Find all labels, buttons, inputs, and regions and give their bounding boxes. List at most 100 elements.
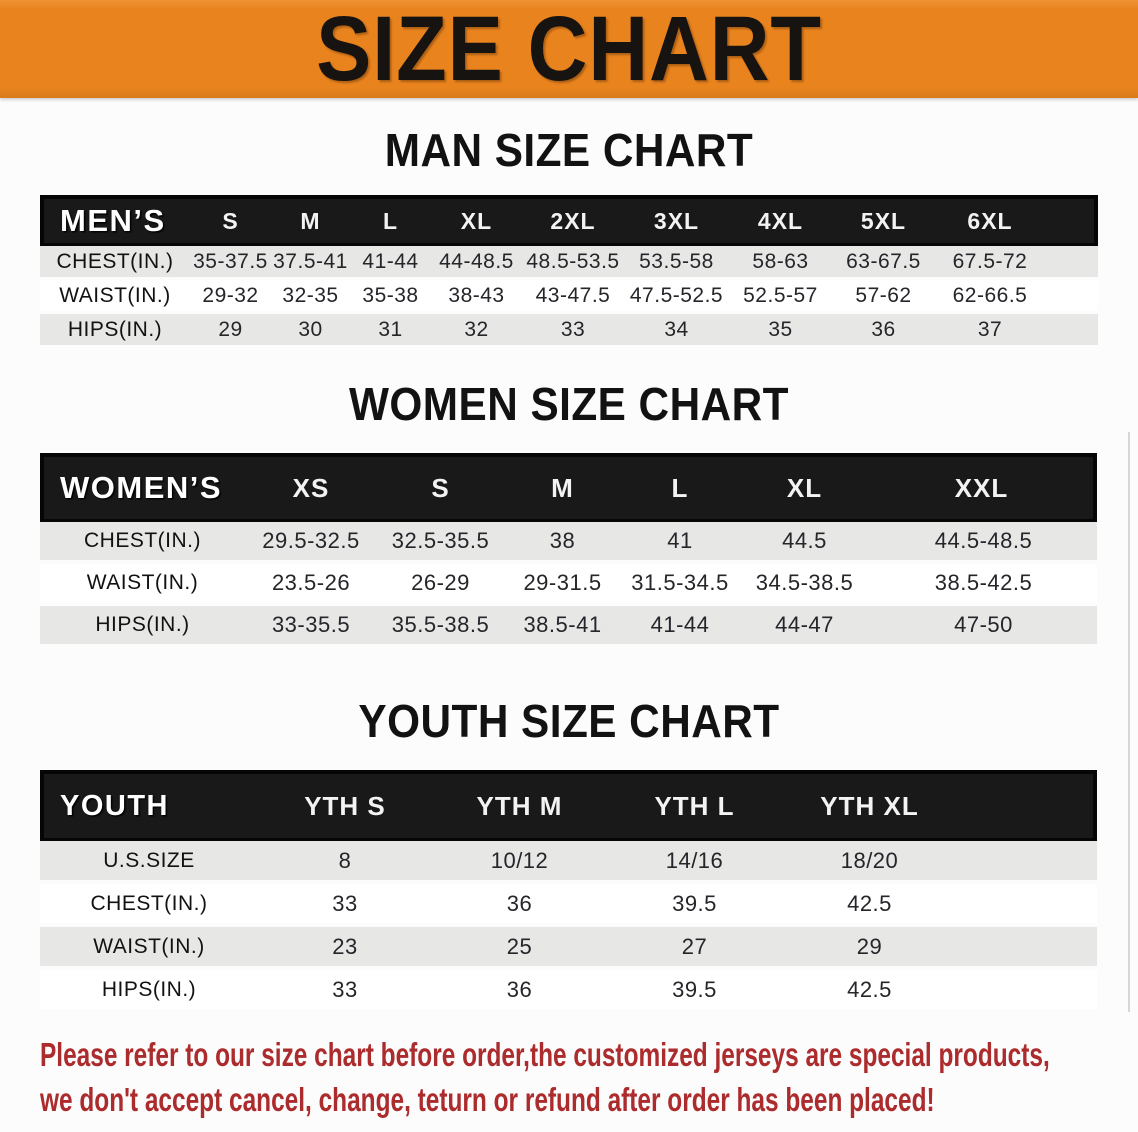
row-label: CHEST(IN.): [40, 884, 258, 927]
size-value: 38-43: [431, 280, 522, 314]
size-value: 18/20: [782, 841, 957, 884]
row-label: CHEST(IN.): [40, 246, 190, 280]
size-value: 32-35: [271, 280, 350, 314]
size-column-header: 5XL: [832, 195, 935, 246]
size-value: 23: [258, 927, 432, 970]
size-column-header: 3XL: [624, 195, 729, 246]
row-label: HIPS(IN.): [40, 970, 258, 1013]
size-value: 41-44: [350, 246, 431, 280]
size-column-header: 4XL: [729, 195, 832, 246]
size-value: 26-29: [377, 564, 504, 606]
row-label: HIPS(IN.): [40, 606, 245, 648]
size-column-header: XXL: [870, 453, 1097, 522]
size-column-header: XS: [245, 453, 377, 522]
size-value: 30: [271, 314, 350, 348]
row-label: U.S.SIZE: [40, 841, 258, 884]
size-value: 38: [504, 522, 621, 564]
women-size-table: WOMEN’S XS S M L XL XXL CHEST(IN.) 29.5-…: [40, 453, 1097, 648]
size-value: 29: [782, 927, 957, 970]
size-value: 35-37.5: [190, 246, 271, 280]
man-section-heading: MAN SIZE CHART: [384, 124, 754, 176]
men-table-header-row: MEN’S S M L XL 2XL 3XL 4XL 5XL 6XL: [40, 195, 1098, 246]
size-value: 39.5: [607, 884, 782, 927]
size-value: 31.5-34.5: [621, 564, 739, 606]
size-column-header: 2XL: [522, 195, 624, 246]
size-value: 29.5-32.5: [245, 522, 377, 564]
spacer-cell: [1045, 195, 1098, 246]
spacer-cell: [957, 927, 1097, 970]
banner-title: SIZE CHART: [316, 0, 822, 100]
spacer-cell: [1045, 314, 1098, 348]
size-value: 35.5-38.5: [377, 606, 504, 648]
size-value: 44.5-48.5: [870, 522, 1097, 564]
size-value: 39.5: [607, 970, 782, 1013]
scan-edge-artifact: [1128, 432, 1130, 1012]
size-column-header: M: [504, 453, 621, 522]
size-column-header: L: [350, 195, 431, 246]
size-value: 10/12: [432, 841, 607, 884]
spacer-cell: [1045, 246, 1098, 280]
women-table-group-label: WOMEN’S: [40, 453, 245, 522]
women-section-heading: WOMEN SIZE CHART: [349, 378, 789, 430]
table-row: HIPS(IN.) 33 36 39.5 42.5: [40, 970, 1097, 1013]
size-column-header: 6XL: [935, 195, 1045, 246]
size-value: 41: [621, 522, 739, 564]
youth-size-table: YOUTH YTH S YTH M YTH L YTH XL U.S.SIZE …: [40, 770, 1097, 1013]
youth-section-heading: YOUTH SIZE CHART: [358, 695, 780, 747]
table-row: U.S.SIZE 8 10/12 14/16 18/20: [40, 841, 1097, 884]
size-value: 31: [350, 314, 431, 348]
size-value: 8: [258, 841, 432, 884]
spacer-cell: [957, 841, 1097, 884]
size-value: 36: [832, 314, 935, 348]
size-value: 33-35.5: [245, 606, 377, 648]
men-table-group-label: MEN’S: [40, 195, 190, 246]
size-value: 42.5: [782, 884, 957, 927]
row-label: WAIST(IN.): [40, 280, 190, 314]
size-value: 43-47.5: [522, 280, 624, 314]
youth-table-header-row: YOUTH YTH S YTH M YTH L YTH XL: [40, 770, 1097, 841]
size-column-header: YTH M: [432, 770, 607, 841]
size-value: 53.5-58: [624, 246, 729, 280]
size-value: 63-67.5: [832, 246, 935, 280]
size-value: 29-31.5: [504, 564, 621, 606]
size-value: 38.5-41: [504, 606, 621, 648]
size-value: 58-63: [729, 246, 832, 280]
size-column-header: XL: [431, 195, 522, 246]
table-row: WAIST(IN.) 29-32 32-35 35-38 38-43 43-47…: [40, 280, 1098, 314]
size-column-header: YTH XL: [782, 770, 957, 841]
row-label: CHEST(IN.): [40, 522, 245, 564]
size-value: 35-38: [350, 280, 431, 314]
table-row: HIPS(IN.) 29 30 31 32 33 34 35 36 37: [40, 314, 1098, 348]
disclaimer-line-1: Please refer to our size chart before or…: [40, 1036, 1050, 1073]
size-column-header: S: [377, 453, 504, 522]
table-row: WAIST(IN.) 23 25 27 29: [40, 927, 1097, 970]
size-value: 33: [522, 314, 624, 348]
size-value: 42.5: [782, 970, 957, 1013]
size-value: 32.5-35.5: [377, 522, 504, 564]
spacer-cell: [957, 770, 1097, 841]
size-value: 52.5-57: [729, 280, 832, 314]
table-row: WAIST(IN.) 23.5-26 26-29 29-31.5 31.5-34…: [40, 564, 1097, 606]
table-row: CHEST(IN.) 35-37.5 37.5-41 41-44 44-48.5…: [40, 246, 1098, 280]
size-value: 41-44: [621, 606, 739, 648]
size-value: 27: [607, 927, 782, 970]
disclaimer-line-2: we don't accept cancel, change, teturn o…: [40, 1081, 935, 1118]
size-value: 37: [935, 314, 1045, 348]
size-value: 34: [624, 314, 729, 348]
size-value: 37.5-41: [271, 246, 350, 280]
size-value: 36: [432, 970, 607, 1013]
size-value: 44-48.5: [431, 246, 522, 280]
size-value: 67.5-72: [935, 246, 1045, 280]
size-value: 29: [190, 314, 271, 348]
size-column-header: YTH S: [258, 770, 432, 841]
size-value: 47.5-52.5: [624, 280, 729, 314]
row-label: WAIST(IN.): [40, 564, 245, 606]
size-column-header: L: [621, 453, 739, 522]
row-label: WAIST(IN.): [40, 927, 258, 970]
size-value: 57-62: [832, 280, 935, 314]
size-value: 48.5-53.5: [522, 246, 624, 280]
size-value: 44-47: [739, 606, 870, 648]
size-value: 32: [431, 314, 522, 348]
women-table-header-row: WOMEN’S XS S M L XL XXL: [40, 453, 1097, 522]
size-column-header: YTH L: [607, 770, 782, 841]
